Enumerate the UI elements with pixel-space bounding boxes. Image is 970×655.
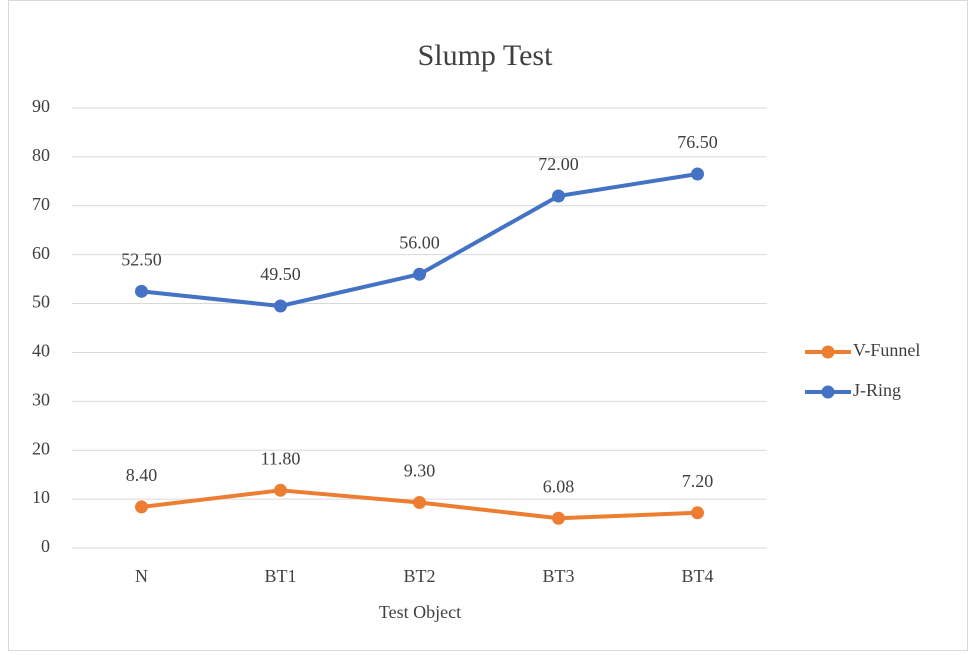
x-tick-label: BT4 xyxy=(681,566,713,586)
point xyxy=(274,299,287,313)
y-tick-label: 90 xyxy=(32,96,50,116)
x-tick-label: BT1 xyxy=(264,566,296,586)
data-label: 6.08 xyxy=(543,476,575,496)
y-tick-label: 40 xyxy=(32,341,50,361)
legend-label: J-Ring xyxy=(853,380,901,400)
point xyxy=(413,496,426,510)
legend-label: V-Funnel xyxy=(853,340,920,360)
point xyxy=(552,189,565,203)
y-tick-label: 80 xyxy=(32,145,50,165)
y-tick-label: 10 xyxy=(32,487,50,507)
x-tick-label: BT2 xyxy=(403,566,435,586)
point xyxy=(691,167,704,181)
data-label: 72.00 xyxy=(538,154,579,174)
data-label: 11.80 xyxy=(261,448,301,468)
point xyxy=(135,500,148,514)
x-axis-label: Test Object xyxy=(379,602,461,622)
point xyxy=(135,284,148,298)
point xyxy=(552,511,565,525)
data-label: 7.20 xyxy=(682,471,714,491)
point xyxy=(274,483,287,497)
y-tick-label: 30 xyxy=(32,389,50,409)
data-label: 49.50 xyxy=(260,264,301,284)
y-tick-label: 50 xyxy=(32,292,50,312)
y-tick-label: 20 xyxy=(32,438,50,458)
x-tick-label: N xyxy=(135,566,148,586)
y-tick-label: 60 xyxy=(32,243,50,263)
data-label: 8.40 xyxy=(126,465,158,485)
x-tick-label: BT3 xyxy=(542,566,574,586)
legend-marker xyxy=(821,345,835,359)
point xyxy=(691,506,704,520)
y-tick-label: 70 xyxy=(32,194,50,214)
data-label: 56.00 xyxy=(399,232,440,252)
y-tick-label: 0 xyxy=(41,536,50,556)
data-label: 9.30 xyxy=(404,461,436,481)
data-label: 76.50 xyxy=(677,132,718,152)
data-label: 52.50 xyxy=(121,249,162,269)
point xyxy=(413,267,426,281)
chart-border xyxy=(8,0,968,651)
chart-title: Slump Test xyxy=(418,39,554,72)
legend-marker xyxy=(821,385,835,399)
